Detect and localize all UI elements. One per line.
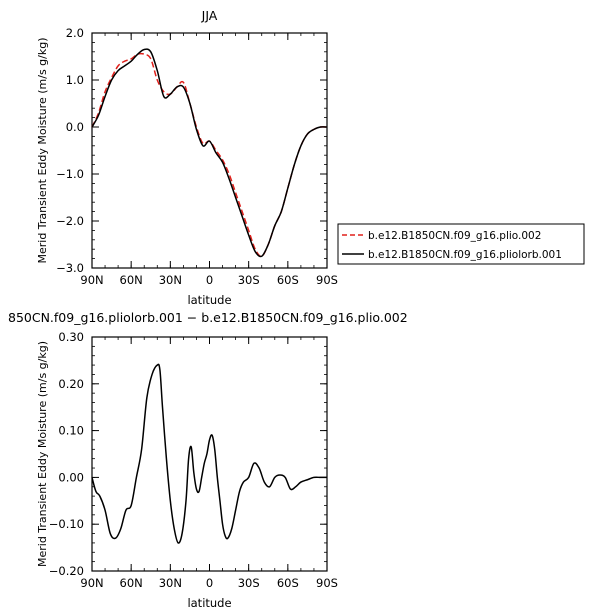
legend-box	[337, 223, 585, 265]
x-tick-label: 90N	[80, 576, 103, 590]
series-line-0	[91, 363, 327, 544]
x-tick-label: 30N	[159, 273, 182, 287]
y-tick-label: −3.0	[56, 261, 84, 275]
x-tick-label: 0	[206, 576, 213, 590]
x-tick-label: 30S	[238, 273, 260, 287]
y-tick-label: −1.0	[56, 167, 84, 181]
x-tick-label: 60N	[120, 273, 143, 287]
plot-frame	[91, 32, 328, 269]
x-axis-label: latitude	[187, 596, 231, 610]
chart-title: JJA	[201, 8, 218, 23]
y-tick-label: −0.10	[49, 517, 84, 531]
y-tick-label: 0.20	[58, 377, 84, 391]
series-line-1	[91, 48, 328, 258]
x-tick-label: 90N	[80, 273, 103, 287]
difference-panel: 850CN.f09_g16.pliolorb.001 − b.e12.B1850…	[8, 310, 408, 610]
x-tick-label: 30S	[238, 576, 260, 590]
x-tick-label: 90S	[316, 273, 338, 287]
y-tick-label: 0.30	[58, 330, 84, 344]
series-line-0	[91, 52, 328, 258]
legend-label: b.e12.B1850CN.f09_g16.plio.002	[368, 230, 541, 242]
x-tick-label: 60S	[277, 273, 299, 287]
y-tick-label: −2.0	[56, 214, 84, 228]
legend-label: b.e12.B1850CN.f09_g16.pliolorb.001	[368, 249, 562, 261]
x-tick-label: 0	[206, 273, 213, 287]
x-tick-label: 90S	[316, 576, 338, 590]
y-tick-label: 0.0	[66, 120, 84, 134]
x-tick-label: 30N	[159, 576, 182, 590]
y-axis-label: Merid Transient Eddy Moisture (m/s g/kg)	[36, 37, 49, 263]
y-tick-label: −0.20	[49, 564, 84, 578]
chart-title: 850CN.f09_g16.pliolorb.001 − b.e12.B1850…	[8, 310, 408, 325]
plot-frame	[91, 336, 328, 572]
y-tick-label: 2.0	[66, 26, 84, 40]
y-tick-label: 0.10	[58, 424, 84, 438]
x-axis-label: latitude	[187, 293, 231, 307]
y-axis-label: Merid Transient Eddy Moisture (m/s g/kg)	[36, 341, 49, 567]
x-tick-label: 60N	[120, 576, 143, 590]
legend: b.e12.B1850CN.f09_g16.plio.002 b.e12.B185…	[337, 223, 585, 265]
x-tick-label: 60S	[277, 576, 299, 590]
y-tick-label: 1.0	[66, 73, 84, 87]
y-tick-label: 0.00	[58, 470, 84, 484]
